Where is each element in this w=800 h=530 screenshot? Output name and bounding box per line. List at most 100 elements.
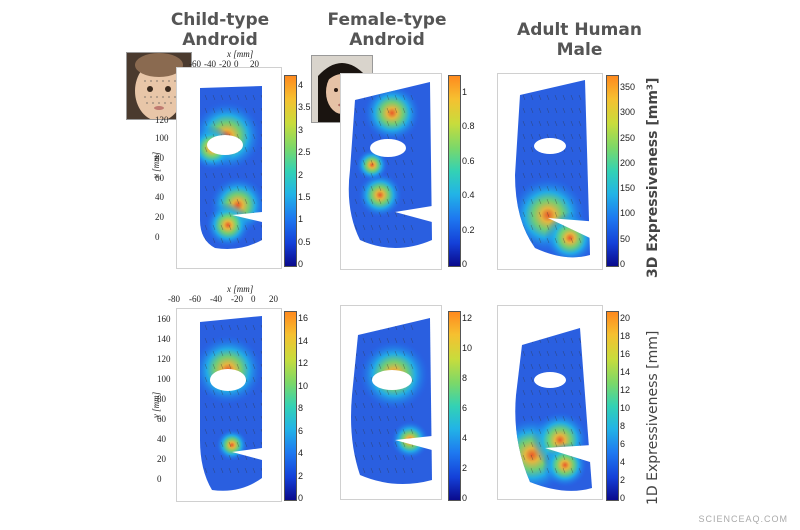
mask-female-1d-vector — [402, 441, 406, 448]
mask-adult-3d-vector — [554, 133, 558, 140]
mask-female-1d-vector — [370, 363, 374, 370]
mask-female-3d-vector — [402, 94, 406, 101]
mask-child-1d-vector — [236, 402, 240, 409]
mask-female-3d-vector — [386, 172, 390, 179]
mask-female-3d-vector — [386, 211, 390, 218]
column-title-female-line2: Android — [349, 30, 425, 50]
mask-child-3d-vector — [220, 172, 224, 179]
mask-female-3d-vector — [362, 172, 366, 179]
mask-child-3d-vector — [220, 224, 224, 231]
colorbar-tick-0: 0.5 — [298, 236, 311, 247]
mask-child-3d-vector — [204, 185, 208, 192]
colorbar-child-3d — [284, 75, 297, 267]
mask-female-1d-vector — [362, 467, 366, 474]
mask-adult-1d-vector — [570, 350, 574, 357]
watermark: SCIENCEAQ.COM — [698, 514, 788, 524]
mask-female-1d-vector — [370, 324, 374, 331]
mask-adult-1d-vector — [554, 337, 558, 344]
mask-adult-3d-vector — [562, 94, 566, 101]
mask-child-3d-vector — [228, 224, 232, 231]
mask-child-3d-vector — [228, 198, 232, 205]
colorbar-tick-3: 0 — [298, 493, 304, 503]
mask-female-3d-vector — [378, 198, 382, 205]
bottom-x-tick: -80 — [168, 294, 180, 304]
mask-adult-1d-vector — [562, 402, 566, 409]
mask-child-1d-vector — [252, 350, 256, 357]
mask-female-3d-vector — [394, 237, 398, 244]
mask-female-1d-vector — [354, 467, 358, 474]
mask-adult-1d-vector — [546, 454, 550, 461]
mask-adult-1d-vector — [522, 363, 526, 370]
mask-adult-3d-vector — [538, 107, 542, 114]
mask-child-3d-vector — [220, 159, 224, 166]
mask-child-1d-vector — [228, 441, 232, 448]
mask-child-1d-vector — [228, 337, 232, 344]
mask-adult-3d-vector — [546, 159, 550, 166]
mask-adult-3d-vector — [562, 133, 566, 140]
mask-adult-3d-vector — [554, 107, 558, 114]
mask-female-3d-vector — [394, 133, 398, 140]
mask-child-1d-vector — [260, 376, 262, 383]
mask-adult-3d-vector — [546, 107, 550, 114]
mask-child-3d-vector — [228, 185, 232, 192]
mask-child-3d-vector — [244, 198, 248, 205]
mask-adult-3d-vector — [530, 185, 534, 192]
mask-female-1d-vector — [354, 428, 358, 435]
colorbar-tick-3: 16 — [298, 313, 309, 323]
mask-child-3d-vector — [236, 159, 240, 166]
mask-child-3d-vector — [252, 172, 256, 179]
mask-female-3d-vector — [370, 159, 374, 166]
mask-adult-1d-vector — [562, 454, 566, 461]
mask-child-3d-vector — [236, 107, 240, 114]
mask-adult-3d-vector — [522, 133, 526, 140]
colorbar-tick-5: 20 — [620, 313, 631, 323]
mask-child-1d-vector — [236, 415, 240, 422]
mask-child-3d-vector — [236, 133, 240, 140]
mask-female-3d-vector — [370, 107, 374, 114]
mask-female-3d-hotspot-2 — [356, 149, 388, 181]
mask-adult-1d-vector — [578, 389, 582, 396]
mask-child-3d-vector — [204, 133, 208, 140]
mask-adult-1d-vector — [530, 376, 534, 383]
mask-female-3d-vector — [362, 146, 366, 153]
mask-child-3d-vector — [228, 172, 232, 179]
mask-adult-1d-vector — [546, 350, 550, 357]
mask-female-1d-vector — [386, 428, 390, 435]
mask-child-1d-eye-hole — [210, 369, 246, 391]
mask-child-3d-vector — [260, 172, 262, 179]
top-y-tick: 40 — [155, 192, 164, 202]
mask-child-3d-vector — [260, 185, 262, 192]
mask-adult-3d-vector — [538, 211, 542, 218]
mask-child-3d-vector — [236, 198, 240, 205]
mask-adult-1d-vector — [530, 454, 534, 461]
mask-female-3d-vector — [394, 94, 398, 101]
colorbar-tick-4: 12 — [462, 313, 473, 323]
mask-child-1d-vector — [212, 363, 216, 370]
colorbar-tick-4: 0 — [462, 493, 468, 503]
mask-child-3d-vector — [228, 94, 232, 101]
column-title-female-line1: Female-type — [327, 10, 447, 30]
mask-female-1d-vector — [354, 337, 358, 344]
colorbar-tick-2: 200 — [620, 157, 636, 168]
mask-adult-1d-vector — [546, 441, 550, 448]
mask-female-1d-vector — [386, 454, 390, 461]
mask-female-1d-vector — [362, 337, 366, 344]
mask-adult-3d-vector — [562, 185, 566, 192]
mask-adult-1d-vector — [538, 402, 542, 409]
mask-adult-3d-vector — [562, 211, 566, 218]
mask-adult-1d-vector — [538, 467, 542, 474]
mask-adult-1d-vector — [530, 363, 534, 370]
colorbar-tick-2: 150 — [620, 183, 636, 194]
top-x-tick: 20 — [250, 59, 259, 69]
mask-child-3d-vector — [204, 120, 208, 127]
mask-child-3d-vector — [228, 159, 232, 166]
mask-child-1d-vector — [244, 402, 248, 409]
colorbar-tick-0: 3.5 — [298, 102, 311, 113]
colorbar-tick-5: 16 — [620, 349, 631, 359]
mask-female-1d-vector — [386, 415, 390, 422]
mask-child-3d-vector — [252, 198, 256, 205]
mask-child-1d-vector — [204, 337, 208, 344]
mask-female-1d-vector — [402, 467, 406, 474]
mask-child-3d-vector — [260, 224, 262, 231]
mask-adult-1d — [515, 328, 592, 491]
